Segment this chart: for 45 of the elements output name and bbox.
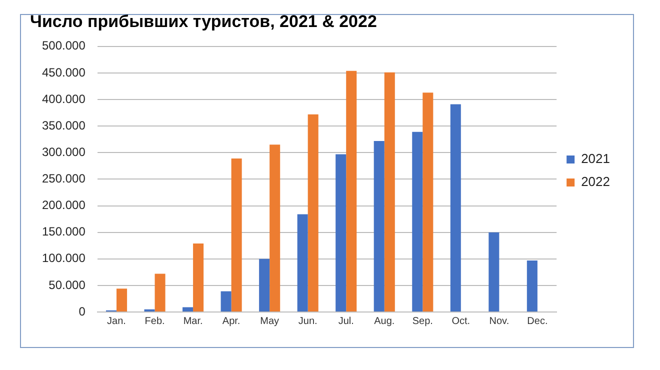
bar: [346, 70, 357, 312]
chart-title: Число прибывших туристов, 2021 & 2022: [30, 12, 377, 31]
x-tick-label: Dec.: [527, 316, 548, 327]
x-tick-label: Jan.: [107, 316, 126, 327]
bar: [526, 260, 538, 312]
y-tick-label: 300.000: [42, 144, 86, 159]
x-tick-label: May: [260, 316, 280, 327]
x-tick-label: Jul.: [338, 316, 354, 327]
x-tick-label: Sep.: [412, 316, 433, 327]
bar: [154, 274, 166, 312]
bar: [450, 104, 461, 312]
x-tick-label: Nov.: [489, 316, 510, 327]
bar: [231, 158, 242, 312]
bar: [182, 307, 194, 312]
x-tick-label: Mar.: [183, 316, 203, 327]
x-tick-label: Oct.: [452, 316, 470, 327]
y-tick-label: 0: [78, 304, 86, 318]
y-tick-label: 150.000: [42, 224, 86, 239]
bar: [270, 144, 280, 312]
legend-label: 2021: [581, 151, 610, 166]
bar: [422, 92, 434, 312]
bar: [336, 154, 346, 312]
y-tick-label: 200.000: [42, 198, 86, 212]
x-tick-label: Apr.: [222, 316, 240, 327]
x-tick-label: Aug.: [374, 316, 395, 327]
y-tick-label: 500.000: [42, 38, 86, 53]
bar: [220, 291, 232, 312]
y-tick-label: 350.000: [42, 118, 86, 132]
bar: [308, 114, 318, 312]
y-tick-label: 450.000: [42, 65, 86, 80]
bar: [488, 232, 500, 312]
y-tick-label: 50.000: [48, 278, 86, 292]
x-tick-label: Feb.: [144, 316, 165, 327]
legend-label: 2022: [581, 174, 610, 190]
y-tick-label: 100.000: [42, 251, 86, 266]
bar: [259, 258, 270, 312]
bar: [412, 132, 423, 312]
x-tick-label: Jun.: [298, 316, 318, 327]
y-tick-label: 250.000: [42, 172, 86, 186]
bar: [116, 288, 128, 312]
bar: [193, 243, 204, 312]
bar: [297, 214, 308, 312]
bar: [374, 140, 384, 312]
bar: [384, 72, 395, 312]
y-tick-label: 400.000: [42, 92, 86, 106]
